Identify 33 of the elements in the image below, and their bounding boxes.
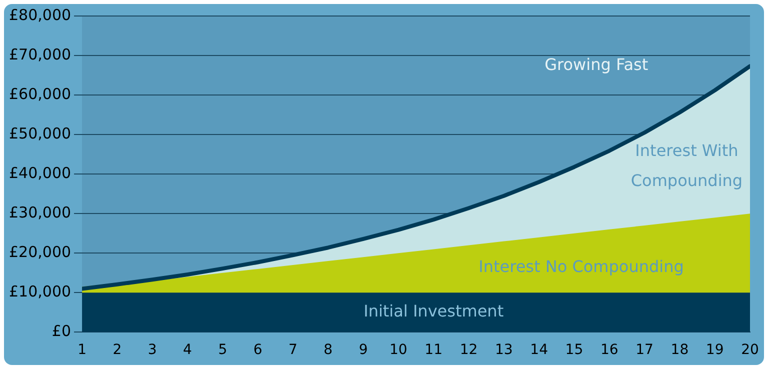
x-tick-label: 16 <box>600 342 618 358</box>
x-tick-label: 18 <box>670 342 689 358</box>
annotation: Growing Fast <box>544 55 648 74</box>
x-tick-label: 4 <box>183 342 192 358</box>
x-tick-label: 2 <box>112 342 122 358</box>
x-tick-label: 19 <box>706 342 724 358</box>
y-tick-label: £20,000 <box>9 243 72 262</box>
y-tick-label: £10,000 <box>9 282 72 301</box>
x-tick-label: 12 <box>460 342 478 358</box>
x-tick-label: 1 <box>78 342 86 358</box>
y-tick-label: £80,000 <box>9 6 72 24</box>
x-tick-label: 17 <box>636 342 654 358</box>
y-tick-label: £50,000 <box>9 124 72 142</box>
x-tick-label: 6 <box>253 342 262 358</box>
x-tick-label: 10 <box>390 342 408 358</box>
series-label: Initial Investment <box>364 302 504 321</box>
x-tick-label: 14 <box>530 342 548 358</box>
x-tick-label: 20 <box>741 342 759 358</box>
y-tick-label: £40,000 <box>9 164 72 182</box>
x-tick-label: 7 <box>288 342 298 358</box>
series-label: Interest No Compounding <box>478 256 684 276</box>
x-tick-label: 3 <box>148 342 157 358</box>
x-tick-label: 15 <box>565 342 584 358</box>
y-tick-label: £70,000 <box>9 45 72 64</box>
x-tick-label: 5 <box>218 342 228 358</box>
x-tick-label: 13 <box>494 342 513 358</box>
x-tick-label: 11 <box>424 342 443 358</box>
x-tick-label: 8 <box>324 342 333 358</box>
x-tick-label: 9 <box>358 342 368 358</box>
series-label: Interest With Compounding <box>630 141 743 190</box>
y-tick-label: £60,000 <box>9 84 72 103</box>
y-tick-label: £0 <box>52 322 72 340</box>
y-tick-label: £30,000 <box>9 204 72 222</box>
